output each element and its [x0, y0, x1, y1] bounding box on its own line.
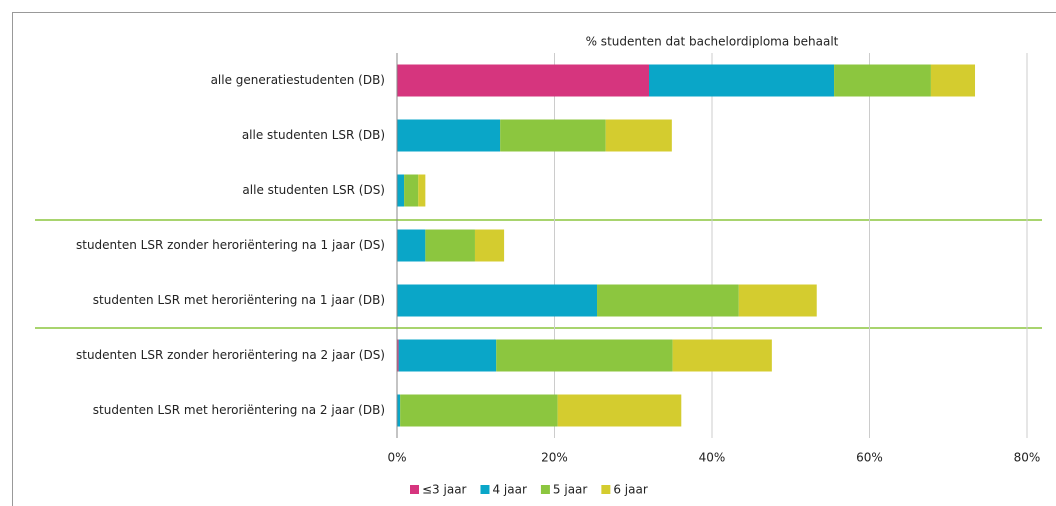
- bar-segment: [397, 174, 405, 207]
- bar-segment: [500, 119, 606, 152]
- bar-segment: [397, 229, 426, 262]
- bar-segment: [404, 174, 419, 207]
- bar-segment: [649, 64, 835, 97]
- bar-segment: [400, 394, 558, 427]
- x-tick-label: 0%: [387, 451, 406, 465]
- bar-segment: [496, 339, 673, 372]
- frame: [12, 12, 1056, 506]
- legend-swatch: [480, 485, 490, 494]
- chart-title: % studenten dat bachelordiploma behaalt: [586, 35, 839, 49]
- bar-segment: [557, 394, 682, 427]
- bar-segment: [474, 229, 505, 262]
- legend-swatch: [540, 485, 550, 494]
- bar-segment: [738, 284, 817, 317]
- x-tick-label: 60%: [856, 451, 883, 465]
- bar-segment: [834, 64, 931, 97]
- legend-label: ≤3 jaar: [422, 483, 467, 497]
- y-tick-label: alle studenten LSR (DS): [242, 183, 385, 197]
- bar-segment: [397, 119, 501, 152]
- bar-segment: [418, 174, 426, 207]
- y-tick-label: studenten LSR met heroriëntering na 2 ja…: [93, 403, 385, 417]
- legend-swatch: [601, 485, 611, 494]
- y-tick-label: studenten LSR zonder heroriëntering na 2…: [76, 348, 385, 362]
- bar-segment: [398, 339, 497, 372]
- bar-segment: [597, 284, 739, 317]
- legend-label: 6 jaar: [613, 483, 647, 497]
- legend-swatch: [410, 485, 419, 494]
- bar-segment: [397, 64, 649, 97]
- legend-label: 5 jaar: [553, 483, 587, 497]
- bar-segment: [425, 229, 475, 262]
- bar-segment: [672, 339, 772, 372]
- x-tick-label: 40%: [699, 451, 726, 465]
- y-tick-label: studenten LSR zonder heroriëntering na 1…: [76, 238, 385, 252]
- y-tick-label: alle studenten LSR (DB): [242, 128, 385, 142]
- legend-label: 4 jaar: [492, 483, 526, 497]
- bar-segment: [930, 64, 976, 97]
- y-tick-label: alle generatiestudenten (DB): [211, 73, 385, 87]
- y-tick-label: studenten LSR met heroriëntering na 1 ja…: [93, 293, 385, 307]
- x-tick-label: 80%: [1014, 451, 1041, 465]
- bar-segment: [397, 394, 401, 427]
- bar-segment: [605, 119, 672, 152]
- x-tick-label: 20%: [541, 451, 568, 465]
- bar-segment: [397, 284, 598, 317]
- bar-segment: [397, 339, 399, 372]
